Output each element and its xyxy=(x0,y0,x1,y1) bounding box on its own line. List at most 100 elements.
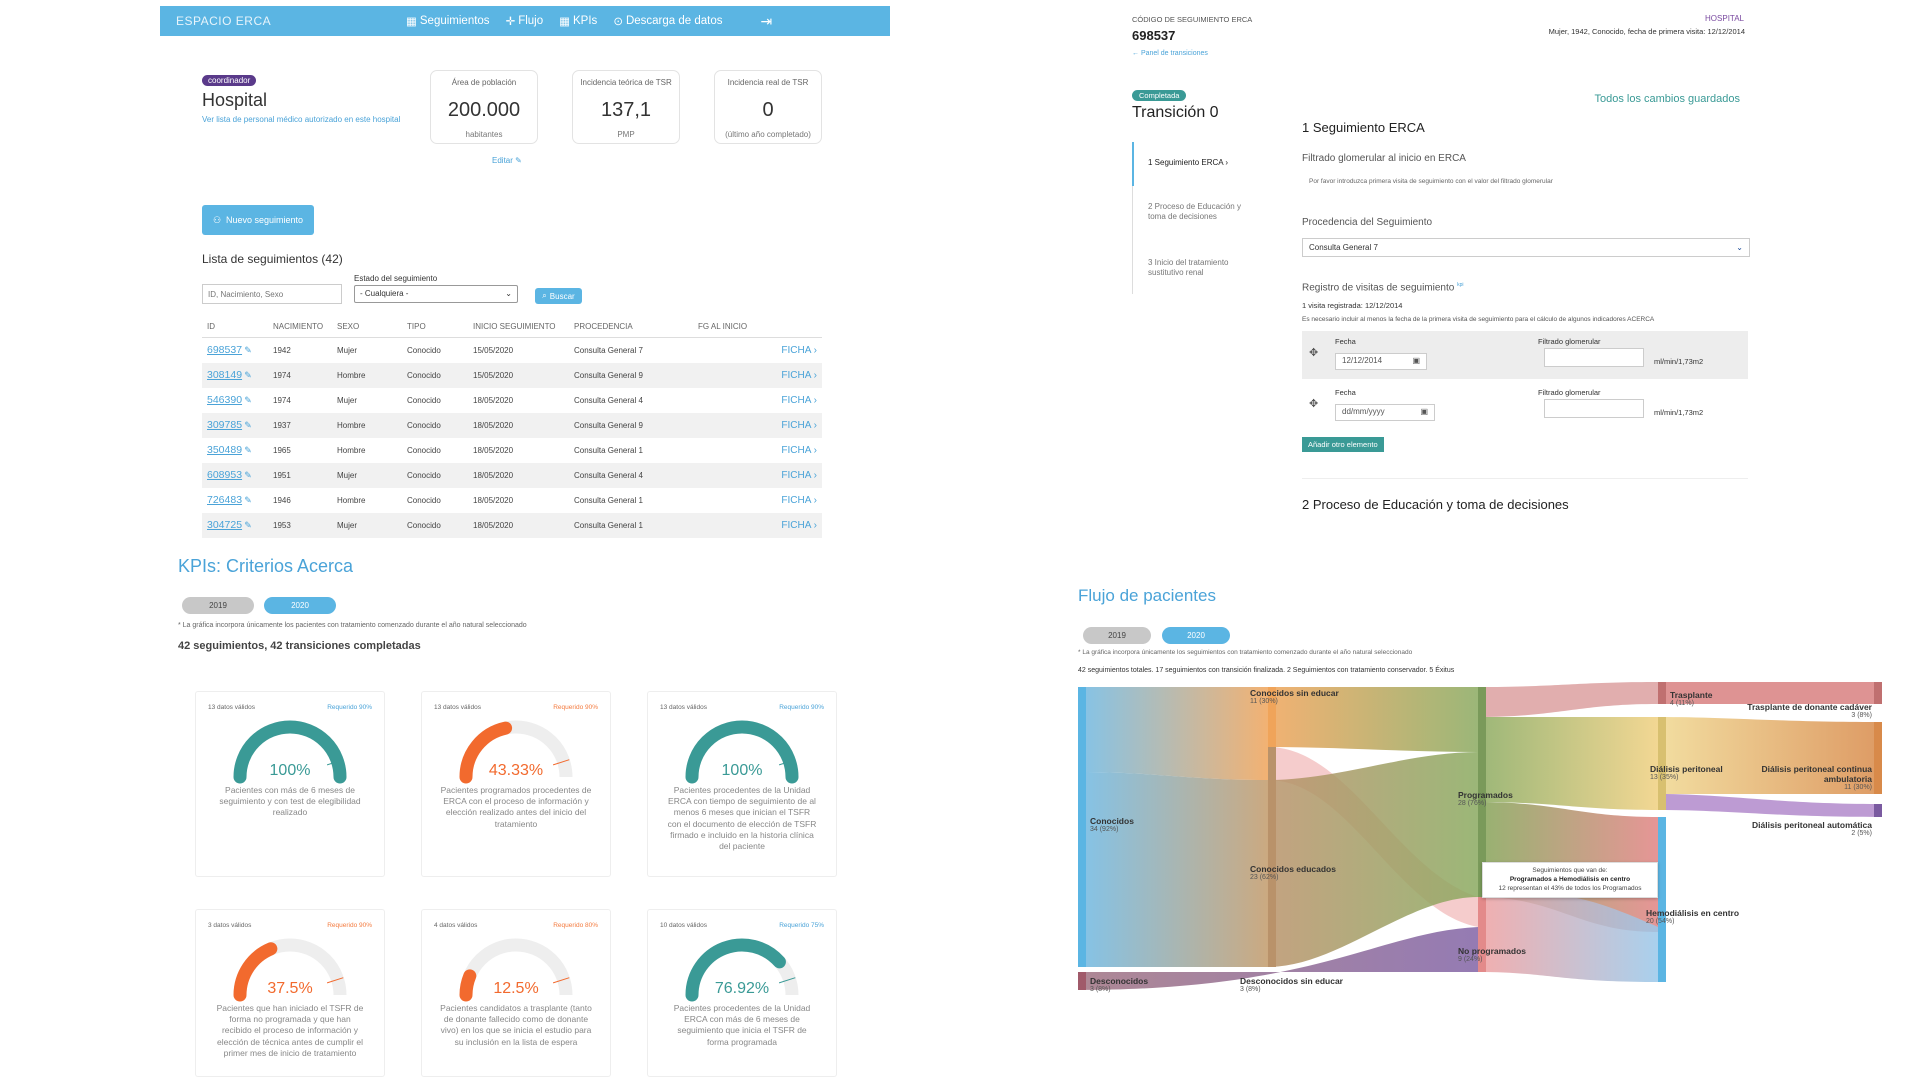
table-row[interactable]: 608953 ✎ 1951 Mujer Conocido 18/05/2020 Consu… xyxy=(202,462,822,488)
table-row[interactable]: 546390 ✎ 1974 Mujer Conocido 18/05/2020 Consu… xyxy=(202,388,822,413)
back-link[interactable]: ← Panel de transiciones xyxy=(1132,50,1208,57)
ficha-link[interactable]: FICHA › xyxy=(753,512,822,538)
pencil-icon[interactable]: ✎ xyxy=(244,395,252,405)
sankey-node[interactable] xyxy=(1658,682,1666,704)
row-id-link[interactable]: 308149 xyxy=(207,369,243,381)
row-id-link[interactable]: 304725 xyxy=(207,519,243,531)
code-value: 698537 xyxy=(1132,28,1176,43)
row-id[interactable]: 726483 ✎ xyxy=(202,488,268,513)
kpi-card: 13 datos válidos Requerido 90% 100% Pacient… xyxy=(196,692,384,876)
node-label: Conocidos educados 23 (62%) xyxy=(1250,864,1336,881)
kpi-description: Pacientes procedentes de la Unidad ERCA … xyxy=(673,1003,811,1047)
row-id-link[interactable]: 608953 xyxy=(207,469,243,481)
pencil-icon[interactable]: ✎ xyxy=(244,345,252,356)
search-input[interactable] xyxy=(202,284,342,304)
flow-year-2019-button[interactable]: 2019 xyxy=(1083,627,1151,644)
nav-seguimientos[interactable]: ▦ Seguimientos xyxy=(406,14,490,28)
node-name: Hemodiálisis en centro xyxy=(1646,908,1740,918)
row-id-link[interactable]: 350489 xyxy=(207,444,243,456)
row-cell: Consulta General 4 xyxy=(569,462,693,488)
fg-input[interactable] xyxy=(1544,348,1644,367)
row-id[interactable]: 698537 ✎ xyxy=(202,338,268,363)
pencil-icon[interactable]: ✎ xyxy=(244,420,252,430)
nav-flujo[interactable]: ✛ Flujo xyxy=(506,14,544,28)
table-row[interactable]: 304725 ✎ 1953 Mujer Conocido 18/05/2020 Consu… xyxy=(202,512,822,538)
table-row[interactable]: 309785 ✎ 1937 Hombre Conocido 18/05/2020 Cons… xyxy=(202,412,822,438)
drag-handle-icon[interactable]: ✥ xyxy=(1309,398,1319,410)
sankey-node[interactable] xyxy=(1874,682,1882,704)
ficha-link[interactable]: FICHA › xyxy=(753,488,822,513)
gauge-chart: 43.33% xyxy=(459,720,573,784)
gauge-chart: 100% xyxy=(685,720,799,784)
ficha-link[interactable]: FICHA › xyxy=(753,462,822,488)
sankey-node[interactable] xyxy=(1268,687,1276,747)
date-input[interactable]: dd/mm/yyyy ▣ xyxy=(1335,404,1435,421)
row-cell: Consulta General 1 xyxy=(574,445,643,455)
pencil-icon[interactable]: ✎ xyxy=(244,495,252,505)
sankey-node[interactable] xyxy=(1478,687,1486,897)
sankey-node[interactable] xyxy=(1658,717,1666,810)
node-label: Conocidos 34 (92%) xyxy=(1090,816,1134,833)
year-2019-button[interactable]: 2019 xyxy=(182,597,254,614)
pencil-icon[interactable]: ✎ xyxy=(244,520,252,530)
visits-title-text: Registro de visitas de seguimiento xyxy=(1302,282,1455,294)
add-item-button[interactable]: Añadir otro elemento xyxy=(1302,437,1384,452)
row-fg xyxy=(693,512,753,538)
row-id[interactable]: 309785 ✎ xyxy=(202,412,268,438)
sankey-node[interactable] xyxy=(1478,897,1486,972)
row-cell: 1965 xyxy=(273,445,291,455)
new-followup-button[interactable]: ⚇ Nuevo seguimiento xyxy=(202,205,314,235)
node-name: Programados xyxy=(1458,790,1513,800)
ficha-link[interactable]: FICHA › xyxy=(753,338,822,363)
code-label: CÓDIGO DE SEGUIMIENTO ERCA xyxy=(1132,15,1253,24)
ficha-link[interactable]: FICHA › xyxy=(753,412,822,438)
sankey-node[interactable] xyxy=(1268,747,1276,967)
row-id[interactable]: 546390 ✎ xyxy=(202,388,268,413)
row-id-link[interactable]: 698537 xyxy=(207,344,243,357)
sankey-node[interactable] xyxy=(1874,722,1882,794)
ficha-link[interactable]: FICHA › xyxy=(753,388,822,413)
table-row[interactable]: 726483 ✎ 1946 Hombre Conocido 18/05/2020 Cons… xyxy=(202,488,822,513)
fg-input[interactable] xyxy=(1544,399,1644,418)
step-2[interactable]: 2 Proceso de Educación y toma de decisio… xyxy=(1148,202,1241,221)
step-1[interactable]: 1 Seguimiento ERCA › xyxy=(1148,158,1229,167)
row-id[interactable]: 304725 ✎ xyxy=(202,512,268,538)
date-input[interactable]: 12/12/2014 ▣ xyxy=(1335,353,1427,370)
drag-handle-icon[interactable]: ✥ xyxy=(1309,347,1319,359)
sankey-node[interactable] xyxy=(1874,804,1882,817)
staff-link[interactable]: Ver lista de personal médico autorizado … xyxy=(202,115,401,124)
ficha-link[interactable]: FICHA › xyxy=(753,362,822,388)
pencil-icon[interactable]: ✎ xyxy=(244,370,252,380)
row-id-link[interactable]: 309785 xyxy=(207,419,243,431)
table-icon: ▦ xyxy=(406,16,417,28)
row-id-link[interactable]: 726483 xyxy=(207,494,243,506)
table-row[interactable]: 308149 ✎ 1974 Hombre Conocido 15/05/2020 Cons… xyxy=(202,362,822,388)
col-origin: PROCEDENCIA xyxy=(569,316,693,338)
search-button[interactable]: ⌕ Buscar xyxy=(535,288,582,304)
sankey-node[interactable] xyxy=(1658,817,1666,982)
sankey-node[interactable] xyxy=(1078,687,1086,967)
app-logo[interactable]: ESPACIO ERCA xyxy=(176,14,272,28)
nav-kpis[interactable]: ▦ KPIs xyxy=(559,14,597,28)
nav-descarga[interactable]: ⊙ Descarga de datos xyxy=(613,14,722,28)
pencil-icon[interactable]: ✎ xyxy=(244,470,252,480)
flow-year-2020-button[interactable]: 2020 xyxy=(1162,627,1230,644)
pencil-icon[interactable]: ✎ xyxy=(244,445,252,455)
ficha-link[interactable]: FICHA › xyxy=(753,438,822,463)
origin-select[interactable]: Consulta General 7 ⌄ xyxy=(1302,238,1750,257)
row-id[interactable]: 308149 ✎ xyxy=(202,362,268,388)
row-id-link[interactable]: 546390 xyxy=(207,394,243,406)
sankey-node[interactable] xyxy=(1078,972,1086,990)
table-row[interactable]: 350489 ✎ 1965 Hombre Conocido 18/05/2020 Cons… xyxy=(202,438,822,463)
row-id[interactable]: 608953 ✎ xyxy=(202,462,268,488)
table-row[interactable]: 698537 ✎ 1942 Mujer Conocido 15/05/2020 Consu… xyxy=(202,338,822,363)
node-label: Diálisis peritoneal automática 2 (5%) xyxy=(1700,820,1872,837)
edit-link[interactable]: Editar ✎ xyxy=(492,156,522,165)
row-id[interactable]: 350489 ✎ xyxy=(202,438,268,463)
year-2020-button[interactable]: 2020 xyxy=(264,597,336,614)
logout-icon[interactable]: ⇥ xyxy=(760,12,773,29)
step-3[interactable]: 3 Inicio del tratamiento sustitutivo ren… xyxy=(1148,258,1229,277)
stat-card-real: Incidencia real de TSR 0 (último año com… xyxy=(714,70,822,144)
state-select[interactable]: - Cualquiera - ⌄ xyxy=(354,285,518,303)
flow-link xyxy=(1268,687,1478,752)
